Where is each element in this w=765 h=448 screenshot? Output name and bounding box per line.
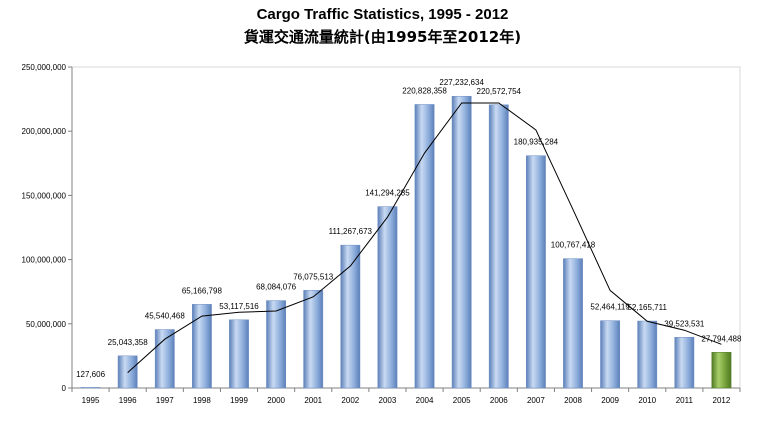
bar-1995 (80, 387, 101, 389)
data-label-2011: 39,523,531 (664, 319, 705, 328)
x-tick-label: 2005 (453, 396, 471, 405)
bar-2002 (340, 244, 361, 389)
bar-2003 (377, 206, 398, 389)
x-tick-label: 1995 (82, 396, 100, 405)
y-tick-label: 200,000,000 (22, 127, 67, 136)
x-tick-label: 2004 (416, 396, 434, 405)
trend-line (127, 102, 722, 373)
data-label-1996: 25,043,358 (108, 338, 149, 347)
y-tick-label: 50,000,000 (26, 320, 67, 329)
data-label-2004: 220,828,358 (402, 86, 447, 95)
y-tick-label: 150,000,000 (22, 191, 67, 200)
x-tick-label: 2012 (713, 396, 731, 405)
data-label-2012: 27,794,488 (701, 334, 742, 343)
x-tick-label: 2002 (341, 396, 359, 405)
x-tick-label: 2006 (490, 396, 508, 405)
bar-2009 (600, 320, 621, 389)
data-label-2008: 100,767,418 (551, 241, 596, 250)
x-tick-label: 1999 (230, 396, 248, 405)
data-label-2009: 52,464,119 (590, 303, 630, 312)
bar-2001 (303, 290, 324, 389)
x-tick-label: 2008 (564, 396, 582, 405)
x-tick-label: 1998 (193, 396, 211, 405)
data-label-2003: 141,294,285 (365, 189, 410, 198)
chart-subtitle: 貨運交通流量統計(由1995年至2012年) (243, 28, 522, 46)
bar-2007 (525, 155, 546, 389)
bar-2006 (488, 104, 509, 389)
bar-2011 (674, 337, 695, 389)
x-tick-label: 2010 (638, 396, 656, 405)
x-tick-label: 2007 (527, 396, 545, 405)
bar-1999 (229, 319, 249, 389)
bar-2005 (451, 95, 472, 389)
data-label-1995: 127,606 (76, 370, 105, 379)
bar-2010 (637, 320, 658, 389)
data-label-1997: 45,540,468 (145, 312, 186, 321)
bar-1997 (154, 329, 175, 389)
bar-2000 (266, 300, 287, 389)
bar-2012 (711, 352, 732, 389)
y-tick-label: 0 (62, 384, 67, 393)
data-label-1998: 65,166,798 (182, 286, 223, 295)
data-label-2006: 220,572,754 (477, 87, 522, 96)
data-label-2002: 111,267,673 (329, 227, 373, 236)
chart-title: Cargo Traffic Statistics, 1995 - 2012 (256, 6, 509, 23)
bar-1998 (191, 304, 212, 389)
x-tick-label: 2001 (304, 396, 322, 405)
x-tick-label: 2009 (601, 396, 619, 405)
x-tick-label: 2000 (267, 396, 285, 405)
data-label-2007: 180,935,284 (514, 138, 559, 147)
data-label-1999: 53,117,516 (219, 302, 259, 311)
bar-2004 (414, 104, 435, 389)
data-label-2001: 76,075,513 (293, 272, 334, 281)
y-tick-label: 100,000,000 (22, 256, 67, 265)
data-label-2005: 227,232,634 (439, 78, 484, 87)
data-label-2000: 68,084,076 (256, 283, 297, 292)
y-tick-label: 250,000,000 (22, 63, 67, 72)
x-tick-label: 1997 (156, 396, 174, 405)
data-label-2010: 52,165,711 (627, 303, 667, 312)
x-tick-label: 2003 (379, 396, 397, 405)
x-tick-label: 1996 (119, 396, 137, 405)
bar-2008 (563, 258, 583, 389)
x-tick-label: 2011 (676, 396, 694, 405)
